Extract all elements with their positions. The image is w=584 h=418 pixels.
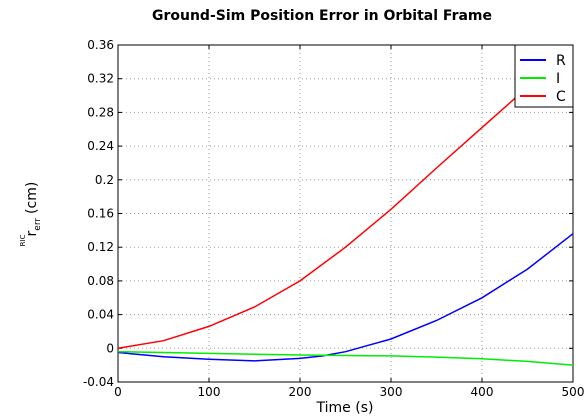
y-tick-label: 0.28 (87, 105, 114, 119)
y-tick-label: 0.36 (87, 38, 114, 52)
x-tick-label: 300 (380, 385, 403, 399)
series-line-c (117, 44, 574, 350)
y-tick-label: 0 (106, 341, 114, 355)
svg-text:RICrerr(cm): RICrerr (cm) (19, 182, 43, 247)
y-tick-label: -0.04 (83, 375, 114, 389)
series-lines (117, 44, 574, 366)
y-axis-label-sub: err (33, 218, 43, 231)
x-tick-label: 400 (471, 385, 494, 399)
y-tick-label: 0.04 (87, 308, 114, 322)
y-axis-label-main: r (24, 230, 40, 236)
y-tick-label: 0.32 (87, 72, 114, 86)
x-tick-label: 0 (114, 385, 122, 399)
x-tick-label: 200 (289, 385, 312, 399)
legend-label-c: C (556, 89, 566, 105)
x-tick-label: 100 (198, 385, 221, 399)
grid (117, 44, 574, 383)
series-line-i (117, 350, 574, 366)
x-axis-ticks: 0 100 200 300 400 500 (114, 45, 584, 399)
series-line-r (117, 233, 574, 362)
y-tick-label: 0.2 (95, 173, 114, 187)
legend-label-r: R (556, 53, 566, 69)
y-tick-label: 0.24 (87, 139, 114, 153)
y-tick-label: 0.12 (87, 240, 114, 254)
y-axis-label: RICrerr (cm) (19, 182, 43, 247)
x-axis-label: Time (s) (316, 400, 374, 416)
y-axis-label-unit: (cm) (24, 182, 40, 214)
y-tick-label: 0.08 (87, 274, 114, 288)
y-tick-label: 0.16 (87, 207, 114, 221)
x-tick-label: 500 (562, 385, 584, 399)
chart-title: Ground-Sim Position Error in Orbital Fra… (152, 8, 492, 24)
legend: RIC (514, 44, 574, 108)
y-axis-ticks: -0.04 0 0.04 0.08 0.12 0.16 0.2 0.24 0.28 0.32 0.3… (83, 38, 573, 389)
legend-label-i: I (556, 71, 560, 87)
y-axis-label-prefix: RIC (19, 234, 27, 246)
